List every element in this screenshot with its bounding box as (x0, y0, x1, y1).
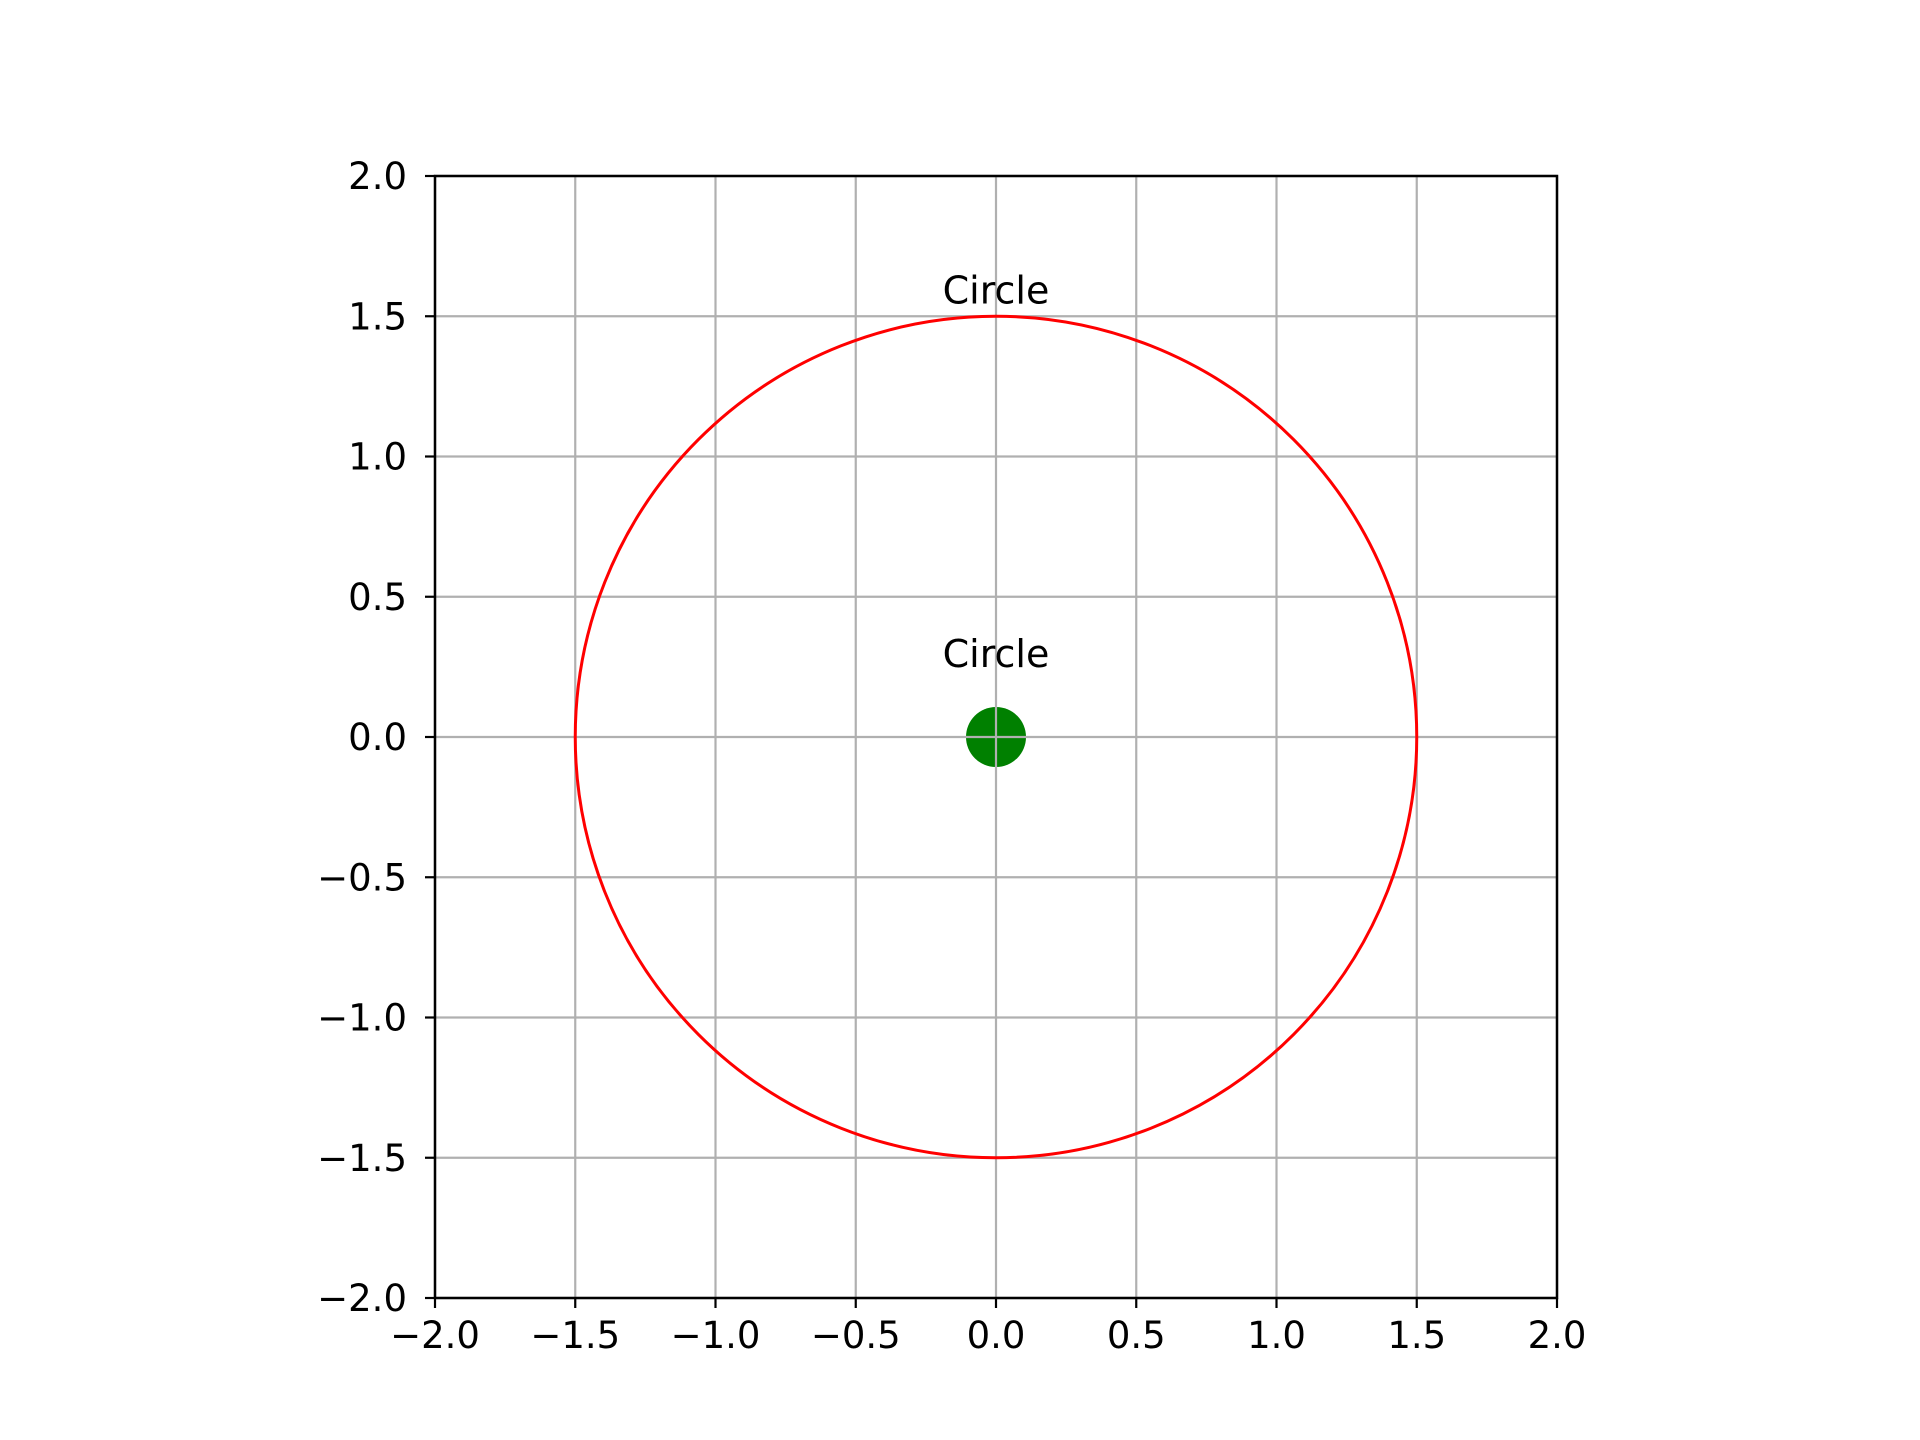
ticks: −2.0−2.0 −1.5 −1.5 −1.0 −1.0 −0.5 −0.5 0.0 0.0 0.… (317, 155, 1586, 1357)
annotation-label: Circle (943, 632, 1050, 676)
y-tick-label: 0.0 (348, 716, 407, 759)
annotations: Circle Circle (943, 268, 1050, 676)
y-tick-label: 2.0 (348, 155, 407, 198)
x-tick-label: 0.5 (1107, 1314, 1166, 1357)
x-tick-label: −1.5 (530, 1314, 620, 1357)
y-tick-label: −1.5 (317, 1137, 407, 1180)
circle-outline (573, 314, 1419, 1160)
x-tick-label: 2.0 (1528, 1314, 1587, 1357)
x-tick-label: −2.0 (390, 1314, 480, 1357)
annotation-label: Circle (943, 268, 1050, 312)
y-tick-label: 1.5 (348, 295, 407, 338)
y-tick-label: 1.0 (348, 436, 407, 479)
x-tick-label: 1.5 (1387, 1314, 1446, 1357)
x-tick-label: 0.0 (967, 1314, 1026, 1357)
x-tick-label: −1.0 (671, 1314, 761, 1357)
y-tick-label: −2.0 (317, 1277, 407, 1320)
y-tick-label: 0.5 (348, 576, 407, 619)
y-tick-label: −0.5 (317, 856, 407, 899)
points (966, 707, 1026, 767)
y-tick-label: −1.0 (317, 997, 407, 1040)
x-tick-label: 1.0 (1247, 1314, 1306, 1357)
x-tick-label: −0.5 (811, 1314, 901, 1357)
shapes (573, 314, 1419, 1160)
